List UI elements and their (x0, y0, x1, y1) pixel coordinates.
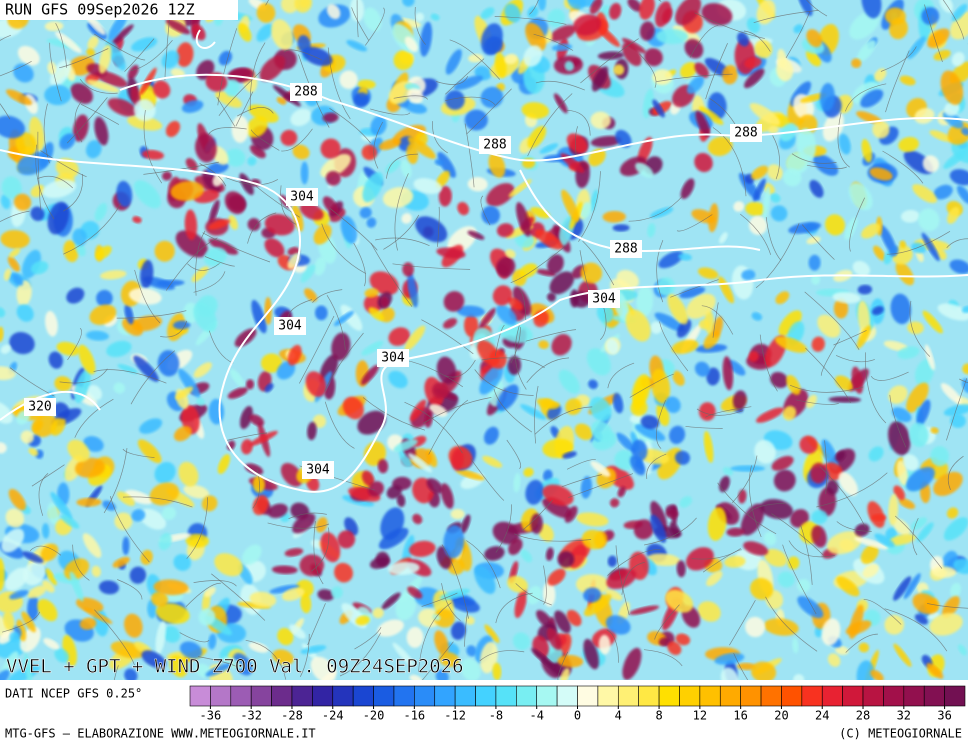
colorbar-box (720, 686, 740, 706)
colorbar-box (761, 686, 781, 706)
vvel-blob (730, 465, 765, 471)
contour-label: 288 (734, 126, 757, 141)
colorbar-box (822, 686, 842, 706)
colorbar-box (353, 686, 373, 706)
contour-label: 304 (278, 319, 302, 334)
colorbar-box (292, 686, 312, 706)
colorbar-tick-label: 28 (856, 709, 870, 723)
colorbar-box (476, 686, 496, 706)
colorbar-box (945, 686, 965, 706)
colorbar-box (374, 686, 394, 706)
contour-label: 304 (381, 351, 405, 366)
colorbar-box (883, 686, 903, 706)
footer-left: MTG-GFS — ELABORAZIONE WWW.METEOGIORNALE… (5, 727, 316, 741)
colorbar-box (598, 686, 618, 706)
colorbar-box (781, 686, 801, 706)
colorbar-tick-label: 16 (733, 709, 747, 723)
colorbar-tick-label: 20 (774, 709, 788, 723)
colorbar-box (414, 686, 434, 706)
colorbar-box (679, 686, 699, 706)
map-title: VVEL + GPT + WIND Z700 Val. 09Z24SEP2026 (6, 656, 464, 678)
colorbar-box (231, 686, 251, 706)
footer-right: (C) METEOGIORNALE (839, 727, 962, 741)
contour-label: 304 (306, 463, 330, 478)
colorbar-box (190, 686, 210, 706)
colorbar-box (251, 686, 271, 706)
colorbar-tick-label: -8 (489, 709, 503, 723)
contour-label: 304 (290, 190, 314, 205)
colorbar-tick-label: -24 (322, 709, 344, 723)
colorbar-tick-label: -28 (281, 709, 303, 723)
vvel-blob (301, 162, 309, 185)
colorbar-tick-label: -12 (444, 709, 466, 723)
contour-label: 288 (483, 138, 506, 153)
colorbar-tick-label: 0 (574, 709, 581, 723)
colorbar-box (496, 686, 516, 706)
colorbar-box (272, 686, 292, 706)
colorbar-box (537, 686, 557, 706)
colorbar-box (435, 686, 455, 706)
colorbar-box (700, 686, 720, 706)
colorbar-tick-label: 4 (615, 709, 622, 723)
colorbar-tick-label: 8 (655, 709, 662, 723)
contour-label: 288 (614, 242, 637, 257)
colorbar-box (802, 686, 822, 706)
colorbar-box (659, 686, 679, 706)
contour-label: 320 (28, 400, 51, 415)
colorbar-box (639, 686, 659, 706)
colorbar-box (455, 686, 475, 706)
colorbar-box (863, 686, 883, 706)
source-label: DATI NCEP GFS 0.25° (5, 687, 142, 701)
contour-label: 288 (294, 85, 317, 100)
colorbar-tick-label: 12 (693, 709, 707, 723)
colorbar-tick-label: -36 (200, 709, 222, 723)
colorbar-box (333, 686, 353, 706)
vvel-blob (451, 509, 465, 519)
colorbar-tick-label: -20 (363, 709, 385, 723)
colorbar-tick-label: 36 (937, 709, 951, 723)
colorbar-tick-label: 24 (815, 709, 829, 723)
colorbar-tick-label: -4 (529, 709, 543, 723)
colorbar-box (904, 686, 924, 706)
colorbar-box (578, 686, 598, 706)
colorbar-box (741, 686, 761, 706)
colorbar-box (516, 686, 536, 706)
colorbar-box (557, 686, 577, 706)
colorbar-box (394, 686, 414, 706)
colorbar-box (312, 686, 332, 706)
colorbar-box (924, 686, 944, 706)
colorbar-box (618, 686, 638, 706)
run-label: RUN GFS 09Sep2026 12Z (5, 1, 195, 19)
colorbar-box (843, 686, 863, 706)
contour-label: 304 (592, 292, 616, 307)
colorbar-tick-label: -16 (403, 709, 425, 723)
colorbar-box (210, 686, 230, 706)
vvel-blob (932, 567, 956, 578)
colorbar-tick-label: -32 (240, 709, 262, 723)
vvel-blob (315, 306, 328, 321)
colorbar-tick-label: 32 (897, 709, 911, 723)
